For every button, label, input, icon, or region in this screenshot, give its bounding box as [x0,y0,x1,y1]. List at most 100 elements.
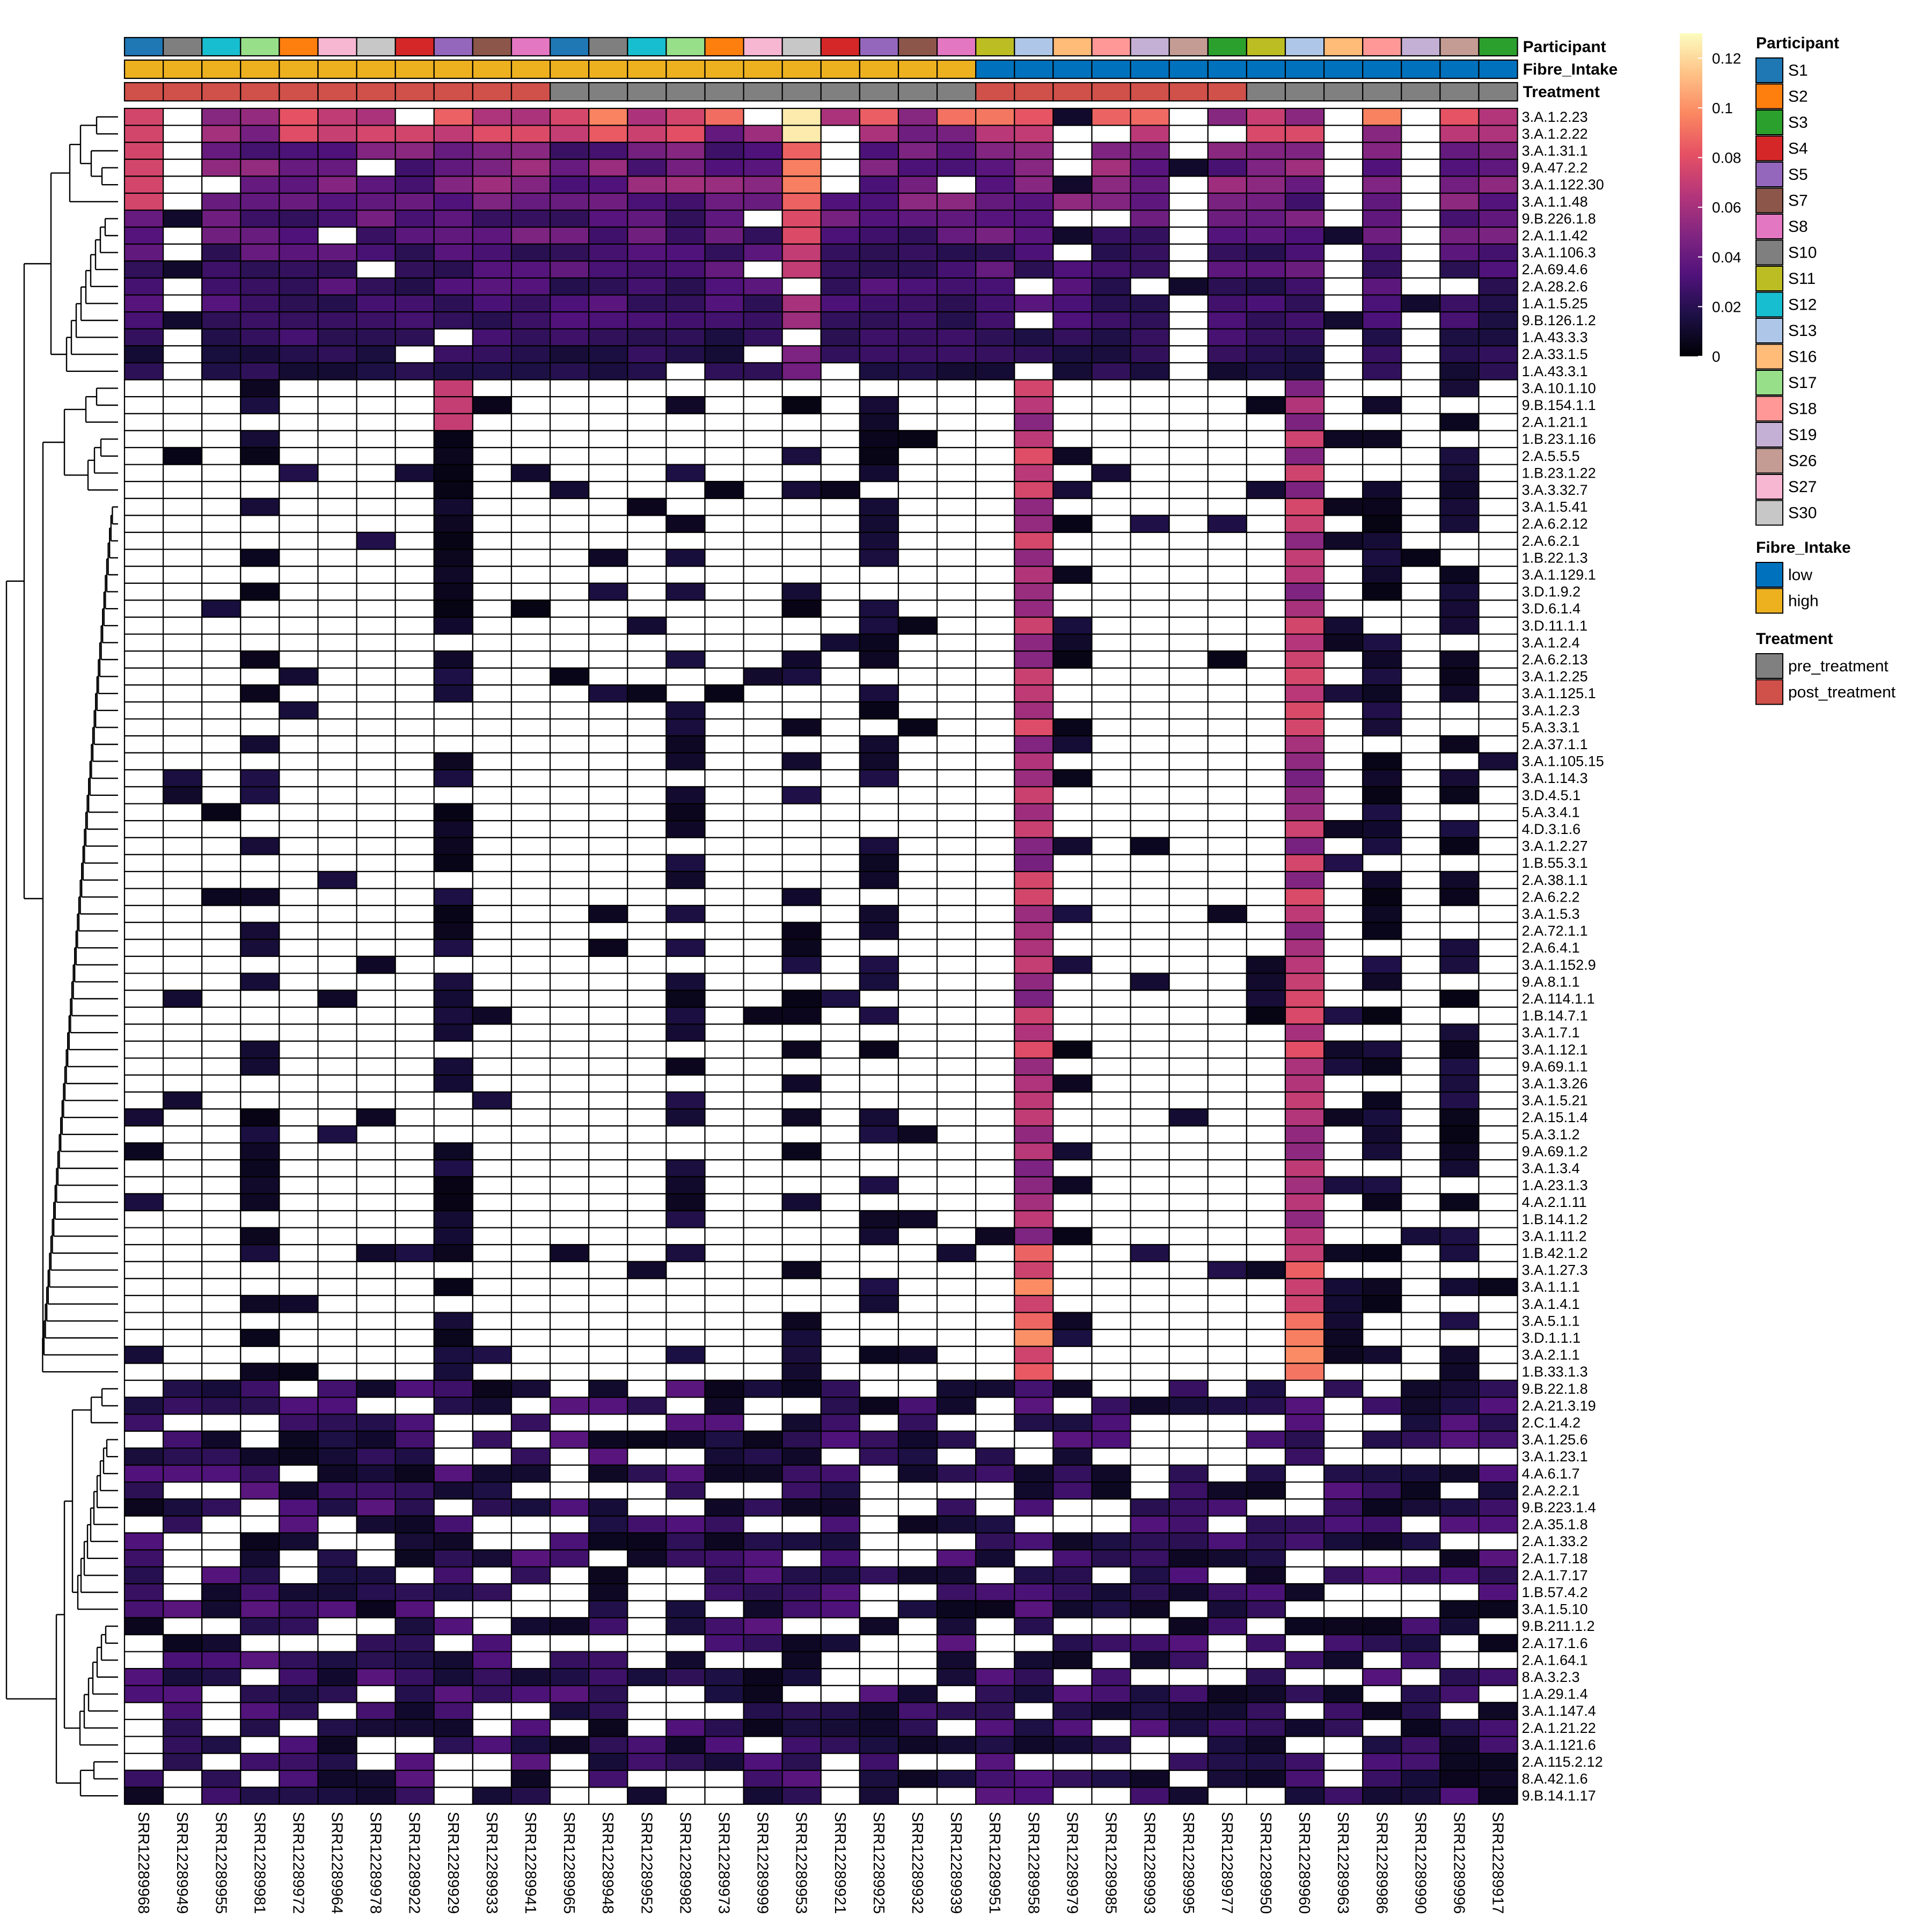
heatmap-cell [1246,548,1286,567]
heatmap-cell [549,854,590,873]
heatmap-cell [859,328,899,347]
row-label: 1.A.1.5.25 [1522,295,1588,311]
heatmap-cell [1091,379,1131,398]
heatmap-cell [1284,786,1325,804]
heatmap-cell [433,888,473,906]
heatmap-cell [820,1261,861,1279]
heatmap-cell [1168,311,1209,330]
heatmap-cell [665,1159,706,1177]
heatmap-cell [1246,345,1286,364]
treatment-legend-title: Treatment [1756,630,1833,648]
heatmap-cell [1362,362,1402,380]
heatmap-cell [859,1345,899,1364]
heatmap-cell [1323,1091,1364,1110]
heatmap-cell [1246,1414,1286,1432]
row-label: 2.A.6.2.13 [1522,652,1588,668]
heatmap-cell [356,1379,396,1398]
heatmap-cell [897,1125,938,1144]
heatmap-cell [1401,1312,1441,1330]
column-label: SRR12289981 [251,1812,268,1914]
heatmap-cell [627,1396,667,1415]
heatmap-cell [1246,786,1286,804]
heatmap-cell [975,1668,1015,1686]
heatmap-cell [163,1685,203,1703]
heatmap-cell [1091,497,1131,516]
heatmap-cell [897,209,938,228]
heatmap-cell [549,633,590,652]
heatmap-cell [163,1312,203,1330]
row-label: 2.A.1.33.2 [1522,1533,1588,1549]
heatmap-cell [1246,1329,1286,1347]
heatmap-cell [549,260,590,279]
heatmap-cell [433,921,473,940]
heatmap-cell [123,1261,164,1279]
heatmap-cell [820,226,861,245]
heatmap-cell [588,107,628,126]
heatmap-cell [1478,1651,1518,1670]
heatmap-cell [1052,1193,1093,1212]
heatmap-cell [743,1617,783,1636]
heatmap-cell [240,413,280,431]
heatmap-cell [704,650,744,669]
heatmap-cell [627,1515,667,1534]
heatmap-cell [897,192,938,211]
heatmap-cell [1052,362,1093,380]
heatmap-cell [975,870,1015,889]
heatmap-cell [201,531,241,550]
heatmap-cell [394,1685,435,1703]
heatmap-cell [394,990,435,1008]
heatmap-cell [394,616,435,635]
heatmap-cell [201,854,241,873]
heatmap-cell [1284,311,1325,330]
heatmap-cell [1168,1583,1209,1601]
heatmap-cell [1246,1464,1286,1483]
heatmap-cell [510,701,551,720]
heatmap-cell [1130,142,1170,160]
heatmap-cell [472,769,513,788]
heatmap-cell [859,990,899,1008]
heatmap-cell [472,921,513,940]
heatmap-cell [163,616,203,635]
heatmap-cell [820,447,861,465]
heatmap-cell [433,413,473,431]
row-label: 2.A.1.7.18 [1522,1550,1588,1567]
treatment-annotation-cell [1362,82,1402,102]
heatmap-cell [1478,1396,1518,1415]
fibre-intake-annotation-cell [510,59,551,79]
heatmap-cell [588,1176,628,1195]
heatmap-cell [1091,769,1131,788]
heatmap-cell [356,1532,396,1551]
heatmap-cell [1246,1345,1286,1364]
heatmap-cell [433,955,473,974]
heatmap-cell [936,1176,977,1195]
heatmap-cell [859,566,899,584]
heatmap-cell [201,1668,241,1686]
heatmap-cell [1401,1345,1441,1364]
heatmap-cell [1130,158,1170,177]
heatmap-cell [123,1515,164,1534]
fibre-intake-annotation-cell [1130,59,1170,79]
heatmap-cell [665,158,706,177]
heatmap-cell [549,430,590,449]
heatmap-cell [820,277,861,296]
heatmap-cell [1246,870,1286,889]
heatmap-cell [781,175,822,194]
heatmap-cell [1014,1549,1054,1568]
heatmap-cell [704,1379,744,1398]
heatmap-cell [1439,803,1480,822]
heatmap-cell [1014,1193,1054,1212]
participant-legend-swatch [1755,214,1783,239]
heatmap-cell [123,260,164,279]
heatmap-cell [123,633,164,652]
heatmap-cell [975,837,1015,855]
heatmap-cell [859,1006,899,1025]
heatmap-cell [975,1753,1015,1771]
heatmap-cell [1130,854,1170,873]
heatmap-cell [936,294,977,313]
heatmap-cell [781,650,822,669]
heatmap-cell [743,582,783,601]
heatmap-cell [510,294,551,313]
heatmap-cell [433,379,473,398]
row-label: 2.A.33.1.5 [1522,346,1588,362]
